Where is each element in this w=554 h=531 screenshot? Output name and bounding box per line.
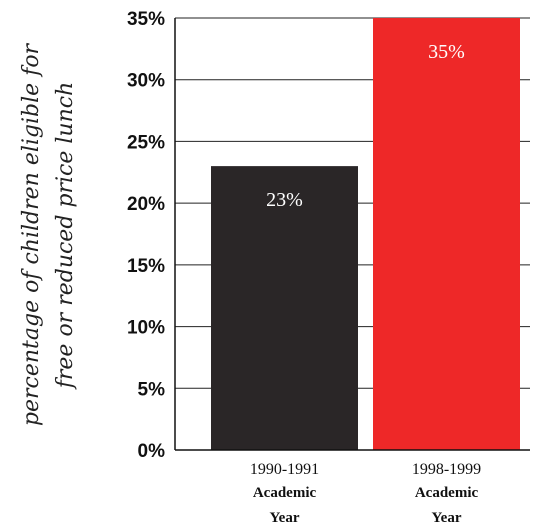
y-tick-label: 15%: [127, 256, 165, 277]
x-tick-label: 1990-1991: [250, 461, 319, 478]
y-tick-label: 30%: [127, 71, 165, 92]
bar: [211, 166, 358, 450]
bar: [373, 18, 520, 450]
y-axis-ticks: 0% 5% 10% 15% 20% 25% 30% 35%: [127, 9, 165, 462]
y-tick-label: 20%: [127, 194, 165, 215]
y-tick-label: 25%: [127, 132, 165, 153]
data-label: 35%: [428, 41, 465, 63]
axes: [174, 18, 530, 451]
y-axis-title-line-2: free or reduced price lunch: [53, 82, 78, 391]
y-axis-title: percentage of children eligible for free …: [19, 42, 78, 426]
x-tick-label: Academic: [253, 485, 317, 501]
y-tick-label: 35%: [127, 9, 165, 30]
x-tick-label: Year: [432, 510, 462, 526]
data-label: 23%: [266, 189, 303, 211]
x-tick-label: 1998-1999: [412, 461, 481, 478]
x-tick-label: Year: [270, 510, 300, 526]
y-tick-label: 5%: [138, 379, 166, 400]
x-axis-ticks: 1990-1991 Academic Year 1998-1999 Academic Ye…: [250, 461, 481, 526]
x-tick-label: Academic: [415, 485, 479, 501]
y-tick-label: 0%: [138, 441, 166, 462]
y-axis-title-line-1: percentage of children eligible for: [19, 42, 44, 426]
y-tick-label: 10%: [127, 318, 165, 339]
bars: 23% 35%: [211, 18, 520, 450]
